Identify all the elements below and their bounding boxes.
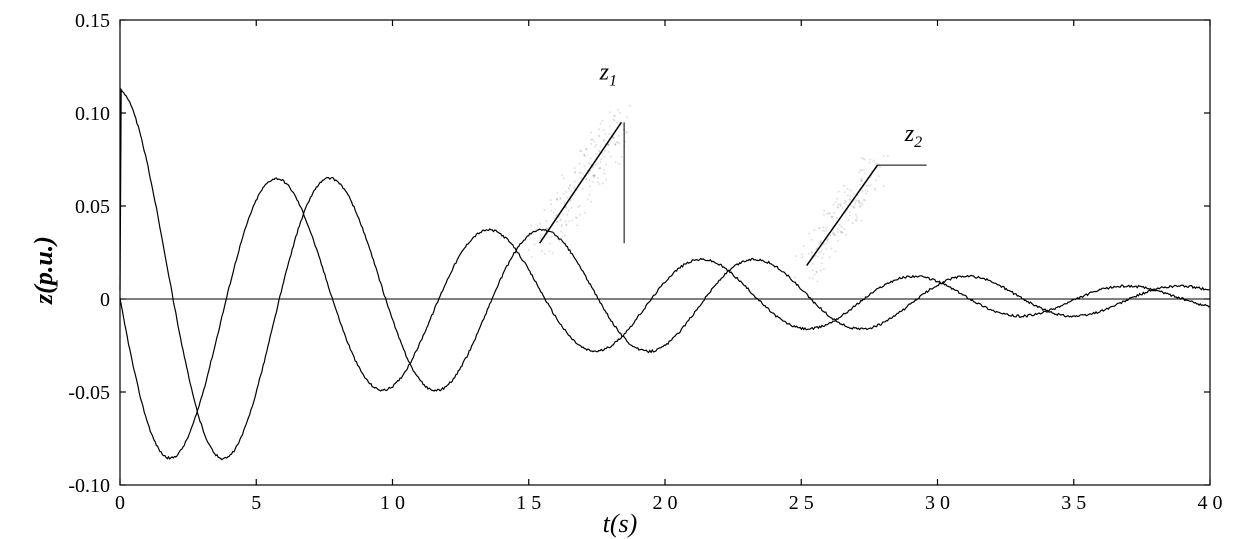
annotation-label: z2 bbox=[904, 121, 922, 151]
y-tick-label: 0.10 bbox=[75, 103, 110, 125]
series-z2 bbox=[120, 90, 1210, 460]
x-tick-label: 3 5 bbox=[1061, 492, 1086, 514]
series-z1 bbox=[120, 178, 1210, 459]
y-axis-label: z(p.u.) bbox=[29, 236, 59, 304]
annotation-label: z1 bbox=[599, 60, 617, 90]
x-tick-label: 2 5 bbox=[789, 492, 814, 514]
x-tick-label: 1 5 bbox=[516, 492, 541, 514]
x-axis-label: t(s) bbox=[603, 509, 638, 539]
annotation-pointer bbox=[807, 165, 878, 265]
y-tick-label: -0.10 bbox=[68, 475, 110, 497]
x-tick-label: 0 bbox=[115, 492, 125, 514]
chart-container: 051 01 52 02 53 03 54 0 -0.10 -0.05 0 0.… bbox=[0, 0, 1240, 539]
y-tick-label: 0.15 bbox=[75, 10, 110, 32]
x-tick-label: 4 0 bbox=[1198, 492, 1223, 514]
annotation-scatter bbox=[528, 105, 631, 258]
x-tick-label: 3 0 bbox=[925, 492, 950, 514]
x-tick-label: 5 bbox=[251, 492, 261, 514]
chart-svg: 051 01 52 02 53 03 54 0 -0.10 -0.05 0 0.… bbox=[0, 0, 1240, 539]
y-tick-label: 0.05 bbox=[75, 196, 110, 218]
y-tick-label: -0.05 bbox=[68, 382, 110, 404]
annotation-pointer bbox=[540, 122, 622, 243]
x-tick-label: 1 0 bbox=[380, 492, 405, 514]
y-tick-label: 0 bbox=[100, 289, 110, 311]
x-tick-label: 2 0 bbox=[653, 492, 678, 514]
